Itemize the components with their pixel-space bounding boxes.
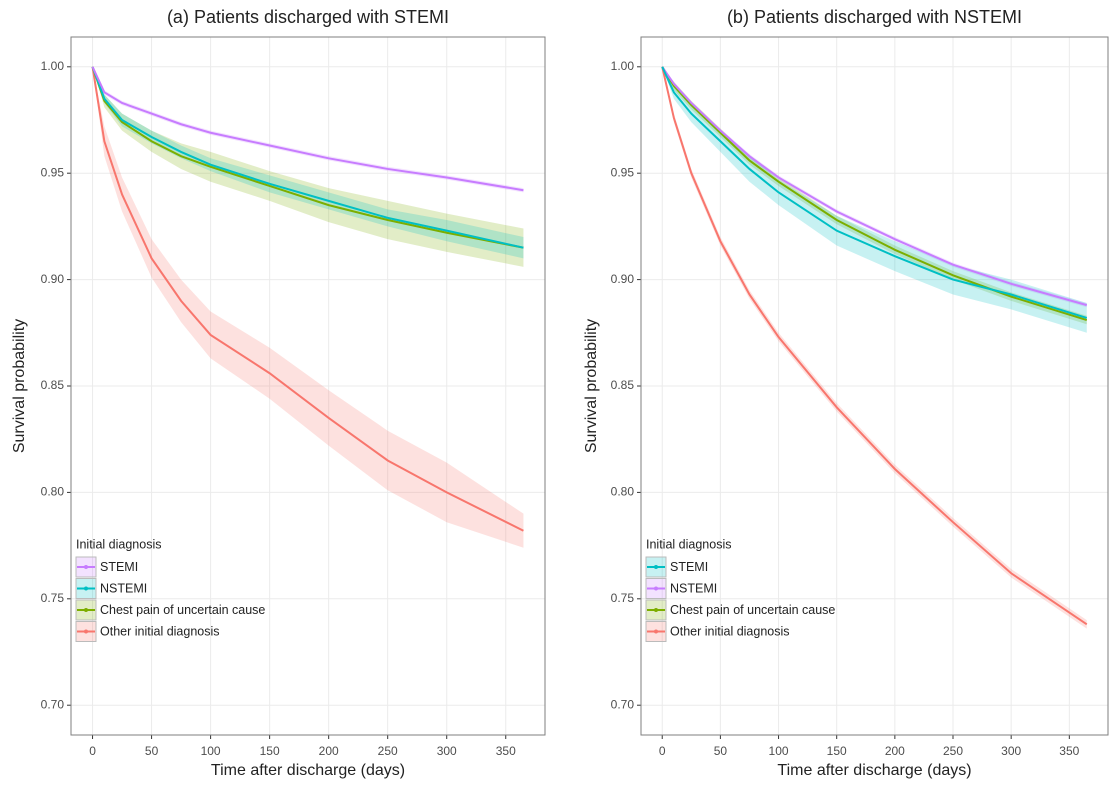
plot-border bbox=[640, 36, 1109, 736]
survival-line bbox=[661, 66, 1088, 321]
legend-title: Initial diagnosis bbox=[646, 537, 731, 551]
survival-line bbox=[661, 66, 1088, 626]
x-tick-label: 350 bbox=[496, 744, 516, 758]
legend-label: Other initial diagnosis bbox=[670, 624, 790, 638]
x-tick-label: 350 bbox=[1059, 744, 1079, 758]
y-tick-label: 1.00 bbox=[41, 59, 65, 73]
x-tick-label: 0 bbox=[659, 744, 666, 758]
legend-key-dot bbox=[84, 608, 88, 612]
legend-label: STEMI bbox=[670, 560, 708, 574]
x-axis-label: Time after discharge (days) bbox=[211, 762, 405, 779]
survival-line bbox=[91, 66, 524, 192]
legend-key-dot bbox=[654, 565, 658, 569]
plot-border bbox=[70, 36, 546, 736]
x-tick-label: 0 bbox=[89, 744, 96, 758]
y-tick-label: 0.75 bbox=[41, 591, 65, 605]
confidence-band bbox=[92, 66, 524, 548]
survival-line bbox=[661, 66, 1088, 319]
y-tick-label: 0.75 bbox=[611, 591, 635, 605]
chart-title: (a) Patients discharged with STEMI bbox=[167, 7, 449, 27]
panel: 0.70 0.75 0.80 0.85 0.90 0.95 1.00 0 50 100 150 200… bbox=[11, 7, 546, 779]
x-tick-label: 150 bbox=[260, 744, 280, 758]
legend-key-dot bbox=[84, 586, 88, 591]
survival-line bbox=[91, 66, 524, 249]
panel: 0.70 0.75 0.80 0.85 0.90 0.95 1.00 0 50 100 150 200… bbox=[583, 7, 1109, 779]
y-tick-label: 0.70 bbox=[611, 697, 635, 711]
y-tick-label: 0.70 bbox=[41, 697, 65, 711]
legend-label: Chest pain of uncertain cause bbox=[100, 603, 265, 617]
survival-line bbox=[661, 66, 1088, 307]
x-tick-label: 300 bbox=[1001, 744, 1021, 758]
x-tick-label: 300 bbox=[437, 744, 457, 758]
legend-label: Chest pain of uncertain cause bbox=[670, 603, 835, 617]
y-tick-label: 0.90 bbox=[41, 272, 65, 286]
x-tick-label: 200 bbox=[885, 744, 905, 758]
y-tick-label: 0.80 bbox=[611, 485, 635, 499]
legend-label: STEMI bbox=[100, 560, 138, 574]
y-axis-label: Survival probability bbox=[583, 319, 600, 453]
legend-key-dot bbox=[84, 629, 88, 634]
survival-line bbox=[91, 66, 524, 249]
chart-title: (b) Patients discharged with NSTEMI bbox=[727, 7, 1022, 27]
x-tick-label: 50 bbox=[714, 744, 728, 758]
x-axis-label: Time after discharge (days) bbox=[777, 762, 971, 779]
confidence-band bbox=[92, 66, 524, 267]
legend-label: NSTEMI bbox=[100, 581, 147, 595]
y-tick-label: 1.00 bbox=[611, 59, 635, 73]
legend-key-dot bbox=[654, 608, 658, 612]
x-tick-label: 100 bbox=[201, 744, 221, 758]
legend-key-dot bbox=[84, 565, 88, 569]
y-tick-label: 0.95 bbox=[611, 165, 635, 179]
y-tick-label: 0.85 bbox=[611, 378, 635, 392]
y-tick-label: 0.85 bbox=[41, 378, 65, 392]
x-tick-label: 150 bbox=[827, 744, 847, 758]
x-tick-label: 250 bbox=[943, 744, 963, 758]
legend-label: NSTEMI bbox=[670, 581, 717, 595]
legend-label: Other initial diagnosis bbox=[100, 624, 220, 638]
x-tick-label: 100 bbox=[769, 744, 789, 758]
legend-key-dot bbox=[654, 586, 658, 591]
y-tick-label: 0.95 bbox=[41, 165, 65, 179]
x-tick-label: 200 bbox=[319, 744, 339, 758]
y-axis-label: Survival probability bbox=[11, 319, 28, 453]
legend-key-dot bbox=[654, 629, 658, 634]
x-tick-label: 250 bbox=[378, 744, 398, 758]
survival-line bbox=[91, 66, 524, 532]
y-tick-label: 0.90 bbox=[611, 272, 635, 286]
legend-title: Initial diagnosis bbox=[76, 537, 161, 551]
y-tick-label: 0.80 bbox=[41, 485, 65, 499]
x-tick-label: 50 bbox=[145, 744, 159, 758]
